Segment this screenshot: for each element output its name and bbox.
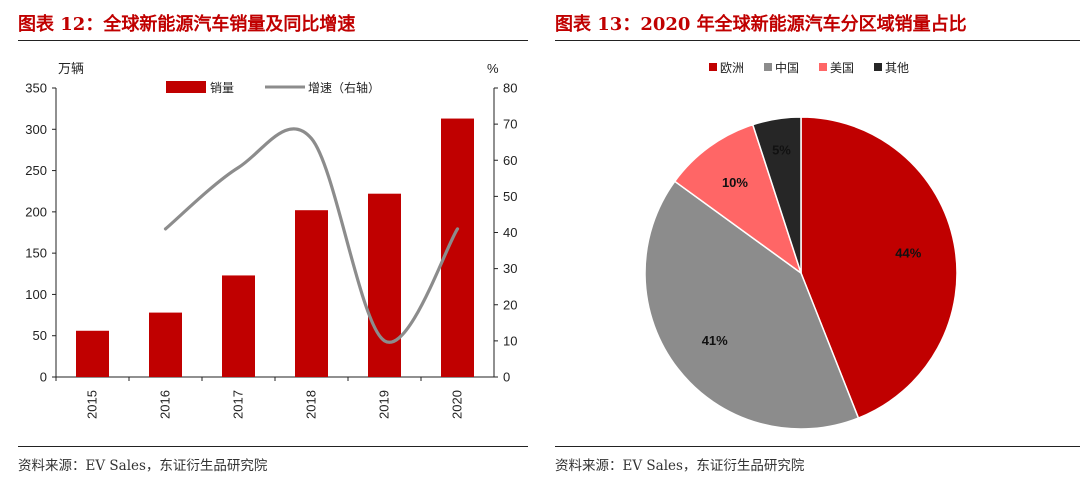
x-tick-label: 2017 [231,390,246,419]
left-y-tick-label: 200 [25,204,47,219]
legend-swatch-sales [166,81,206,93]
left-figure-panel: 图表 12：全球新能源汽车销量及同比增速 0 50 100 150 200 250 300 3… [0,0,528,479]
right-y-tick-label: 80 [503,81,517,96]
legend-swatch-中国 [764,63,772,71]
legend-swatch-美国 [819,63,827,71]
legend-label-中国: 中国 [775,60,799,75]
x-tick-label: 2015 [85,390,100,419]
pie-value-label: 44% [895,246,921,261]
right-y-tick-label: 70 [503,117,517,132]
left-y-tick-label: 50 [33,328,47,343]
x-tick-label: 2019 [377,390,392,419]
left-y-tick-label: 300 [25,122,47,137]
sales-growth-combo-chart: 0 50 100 150 200 250 300 350 0 10 20 30 40 50 60 70 80 万辆… [25,61,517,419]
left-y-tick-label: 150 [25,246,47,261]
right-figure-panel: 图表 13：2020 年全球新能源汽车分区域销量占比 44% 41% 10% 5% 欧洲… [551,0,1080,479]
right-y-tick-label: 50 [503,189,517,204]
right-title-divider [555,40,1080,41]
left-source-note: 资料来源：EV Sales，东证衍生品研究院 [18,458,268,474]
right-figure-title: 图表 13：2020 年全球新能源汽车分区域销量占比 [555,14,967,35]
right-source-divider [555,446,1080,447]
legend-label-欧洲: 欧洲 [720,61,744,75]
x-tick-label: 2016 [158,390,173,419]
region-share-pie-chart: 44% 41% 10% 5% 欧洲 中国 美国 其他 [644,60,958,430]
legend-label-美国: 美国 [830,61,854,75]
legend-label-growth: 增速（右轴） [308,80,380,95]
left-axis-unit: 万辆 [58,61,84,76]
growth-rate-line [163,127,460,344]
legend-swatch-其他 [874,63,882,71]
right-y-tick-label: 20 [503,297,517,312]
right-y-tick-label: 60 [503,153,517,168]
left-figure-title: 图表 12：全球新能源汽车销量及同比增速 [18,14,356,35]
bar-2020 [441,118,474,378]
pie-value-label: 5% [772,143,791,158]
legend-label-sales: 销量 [210,81,234,95]
right-source-note: 资料来源：EV Sales，东证衍生品研究院 [555,458,805,474]
left-source-divider [18,446,528,447]
left-y-tick-label: 250 [25,163,47,178]
right-y-tick-label: 0 [503,370,510,385]
left-y-tick-label: 350 [25,81,47,96]
legend-swatch-欧洲 [709,63,717,71]
pie-slice-中国 [644,180,860,430]
bar-2016 [149,312,182,377]
bar-2018 [295,210,328,377]
left-y-tick-label: 0 [40,370,47,385]
bar-2019 [368,193,401,377]
pie-slice-欧洲 [800,116,958,420]
bar-2015 [76,330,109,377]
x-tick-label: 2020 [450,390,465,419]
pie-slice-其他 [751,116,802,274]
left-title-divider [18,40,528,41]
right-y-tick-label: 10 [503,333,517,348]
left-y-tick-label: 100 [25,287,47,302]
right-y-tick-label: 30 [503,261,517,276]
right-axis-unit: % [487,61,499,76]
pie-slice-美国 [673,123,803,275]
pie-value-label: 10% [722,175,748,190]
x-tick-label: 2018 [304,390,319,419]
bar-2017 [222,275,255,377]
right-y-tick-label: 40 [503,225,517,240]
pie-value-label: 41% [702,333,728,348]
legend-label-其他: 其他 [885,61,909,75]
